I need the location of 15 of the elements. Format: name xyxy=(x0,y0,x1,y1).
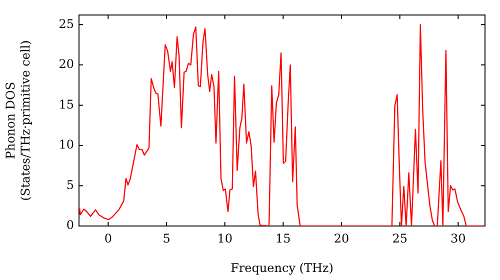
x-tick-label: 10 xyxy=(217,231,232,246)
x-tick-label: 20 xyxy=(334,231,350,246)
x-tick-label: 0 xyxy=(104,231,112,246)
x-tick-label: 5 xyxy=(162,231,170,246)
x-tick-label: 30 xyxy=(450,231,466,246)
y-tick-label: 25 xyxy=(58,16,74,31)
x-axis-title: Frequency (THz) xyxy=(230,260,334,275)
y-tick-label: 5 xyxy=(66,178,74,192)
y-tick-label: 10 xyxy=(58,138,74,152)
y-axis-title: Phonon DOS (States/THz·primitive cell) xyxy=(4,40,33,201)
x-tick-label: 25 xyxy=(392,231,408,246)
y-tick-label: 0 xyxy=(66,218,74,232)
y-tick-label: 15 xyxy=(58,97,74,112)
y-tick-label: 20 xyxy=(58,57,74,72)
x-tick-label: 15 xyxy=(276,231,291,246)
